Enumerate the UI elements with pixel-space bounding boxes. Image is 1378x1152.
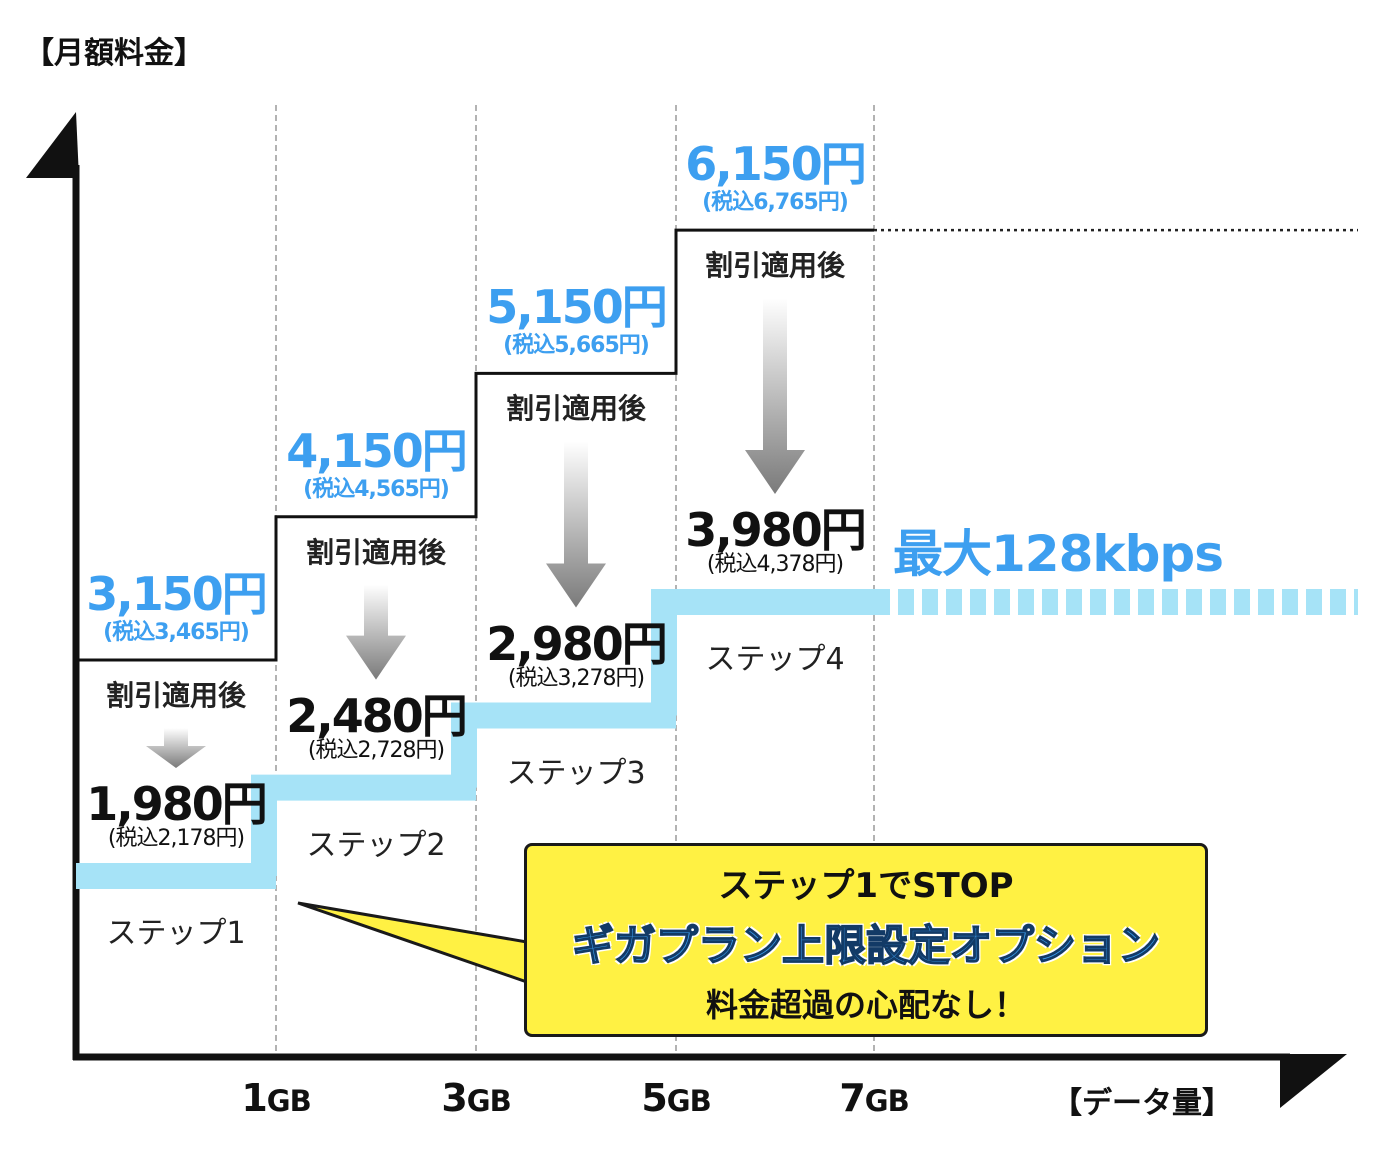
discount-arrow-step2 (346, 584, 406, 680)
x-tick-value: 1 (241, 1076, 267, 1120)
callout-option-name: ギガプラン上限設定オプション (571, 920, 1161, 971)
list-price-tax-step3: (税込5,665円) (503, 333, 650, 359)
discount-price-step4: 3,980円 (685, 503, 867, 557)
discount-step-line (76, 589, 874, 889)
step-name-3: ステップ3 (506, 755, 646, 791)
callout-line-3: 料金超過の心配なし！ (705, 986, 1026, 1024)
discount-price-step1: 1,980円 (86, 777, 268, 831)
discount-price-tax-step3: (税込3,278円) (507, 665, 645, 691)
discount-arrow-step3 (546, 441, 606, 608)
x-tick-5gb: 5GB (641, 1076, 712, 1120)
discount-price-tax-step2: (税込2,728円) (307, 737, 445, 763)
y-axis-title: 【月額料金】 (24, 36, 204, 71)
list-price-step4: 6,150円 (685, 137, 867, 192)
stop-option-callout: ステップ1でSTOP ギガプラン上限設定オプション 料金超過の心配なし！ (524, 843, 1208, 1037)
discount-label-step2: 割引適用後 (305, 535, 447, 569)
x-tick-1gb: 1GB (241, 1076, 312, 1120)
discount-label-step3: 割引適用後 (505, 392, 647, 426)
callout-line-1: ステップ1でSTOP (718, 866, 1014, 906)
list-price-step3: 5,150円 (486, 280, 668, 335)
max-speed-label: 最大128kbps (893, 525, 1224, 583)
x-axis-title: 【データ量】 (1052, 1086, 1232, 1121)
discount-price-step2: 2,480円 (286, 688, 468, 743)
x-tick-unit: GB (466, 1084, 512, 1118)
callout-pointer (297, 901, 529, 985)
list-price-tax-step4: (税込6,765円) (702, 190, 849, 216)
step-name-4: ステップ4 (705, 642, 845, 677)
y-axis-arrowhead (26, 112, 79, 178)
discount-price-step3: 2,980円 (486, 616, 668, 671)
discount-price-tax-step4: (税込4,378円) (706, 552, 844, 577)
discount-arrow-step1 (146, 728, 206, 768)
x-tick-value: 7 (839, 1076, 865, 1120)
step-name-2: ステップ2 (306, 827, 446, 863)
x-tick-value: 5 (641, 1076, 667, 1120)
discount-label-step4: 割引適用後 (704, 249, 846, 283)
list-price-step2: 4,150円 (286, 423, 468, 478)
discount-arrow-step4 (745, 298, 805, 494)
x-tick-unit: GB (266, 1084, 312, 1118)
discount-label-step1: 割引適用後 (105, 679, 247, 712)
x-tick-unit: GB (864, 1084, 910, 1118)
list-price-tax-step2: (税込4,565円) (303, 476, 450, 502)
x-tick-3gb: 3GB (441, 1076, 512, 1120)
step-name-1: ステップ1 (106, 916, 246, 951)
list-price-tax-step1: (税込3,465円) (103, 620, 250, 645)
x-tick-unit: GB (666, 1084, 712, 1118)
x-tick-7gb: 7GB (839, 1076, 910, 1120)
x-tick-value: 3 (441, 1076, 467, 1120)
discount-price-tax-step1: (税込2,178円) (107, 826, 245, 851)
list-price-step1: 3,150円 (86, 567, 268, 621)
list-price-step-line (76, 228, 874, 662)
x-axis-arrowhead (1280, 1054, 1347, 1108)
